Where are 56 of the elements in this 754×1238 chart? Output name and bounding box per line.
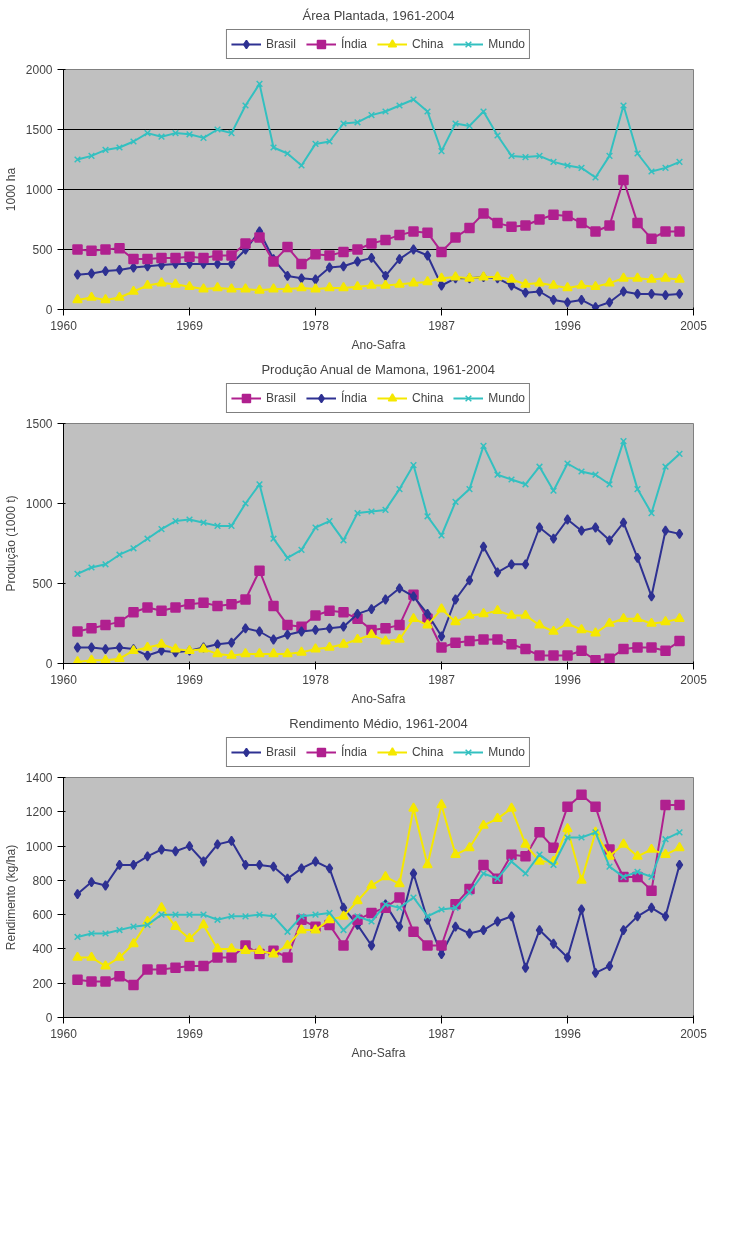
chart-title: Área Plantada, 1961-2004 [302,7,455,23]
legend-label: Mundo [488,745,526,759]
x-tick-label: 1987 [428,318,456,333]
y-tick-label: 0 [45,1011,53,1025]
x-tick-label: 1987 [428,672,456,687]
y-axis-title: Rendimento (kg/ha) [3,844,18,951]
x-tick-label: 1960 [50,318,78,333]
legend-label: Brasil [265,745,296,759]
legend-label: Brasil [265,37,296,51]
x-axis-title: Ano-Safra [351,1045,406,1060]
x-tick-label: 1969 [176,318,204,333]
x-tick-label: 1960 [50,672,78,687]
y-tick-label: 2000 [25,63,53,77]
x-tick-label: 1996 [554,672,582,687]
legend-label: China [411,391,444,405]
y-tick-label: 0 [45,657,53,671]
y-tick-label: 400 [32,942,53,957]
x-tick-label: 2005 [680,672,708,687]
x-axis-title: Ano-Safra [351,337,406,352]
x-tick-label: 2005 [680,1026,708,1041]
x-tick-label: 1960 [50,1026,78,1041]
y-tick-label: 500 [32,243,53,257]
x-tick-label: 2005 [680,318,708,333]
x-tick-label: 1978 [302,318,330,333]
x-tick-label: 1969 [176,672,204,687]
y-axis-title: 1000 ha [3,167,18,212]
y-tick-label: 1500 [25,417,53,431]
y-tick-label: 0 [45,303,53,317]
legend-label: Brasil [265,391,296,405]
chart-title: Produção Anual de Mamona, 1961-2004 [261,361,495,377]
legend-label: China [411,37,444,51]
legend-label: Índia [340,745,367,759]
y-tick-label: 1000 [25,839,53,854]
x-tick-label: 1969 [176,1026,204,1041]
y-tick-label: 1200 [25,805,53,820]
y-tick-label: 800 [32,873,53,888]
legend-label: Índia [340,37,367,51]
y-tick-label: 600 [32,908,53,923]
y-tick-label: 1500 [25,123,53,137]
legend-label: China [411,745,444,759]
x-axis-title: Ano-Safra [351,691,406,706]
y-tick-label: 1000 [25,183,53,197]
x-tick-label: 1996 [554,1026,582,1041]
y-axis-title: Produção (1000 t) [3,495,18,592]
x-tick-label: 1996 [554,318,582,333]
legend-label: Mundo [488,391,526,405]
x-tick-label: 1987 [428,1026,456,1041]
y-tick-label: 500 [32,577,53,591]
y-tick-label: 1400 [25,771,53,785]
y-tick-label: 1000 [25,497,53,511]
legend-label: Índia [340,391,367,405]
x-tick-label: 1978 [302,672,330,687]
chart-title: Rendimento Médio, 1961-2004 [289,715,468,731]
y-tick-label: 200 [32,976,53,991]
x-tick-label: 1978 [302,1026,330,1041]
legend-label: Mundo [488,37,526,51]
